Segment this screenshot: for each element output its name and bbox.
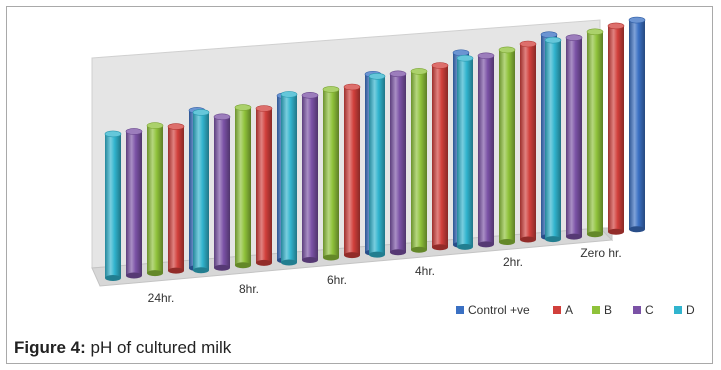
bar-c-2 — [302, 95, 318, 260]
bar-top — [456, 54, 474, 62]
category-label: 24hr. — [148, 291, 175, 305]
bar-base — [457, 243, 473, 250]
bar-top — [431, 62, 449, 69]
caption-label: Figure 4: — [14, 338, 86, 357]
bar-top — [410, 68, 428, 75]
bar-b-1 — [235, 107, 251, 266]
bar-a-2 — [344, 87, 360, 256]
bar-base — [168, 267, 184, 274]
bar-a-3 — [432, 65, 448, 248]
bar-base — [432, 244, 448, 251]
bar-base — [587, 231, 603, 238]
bar-top — [452, 49, 470, 57]
bar-top — [255, 105, 273, 112]
bar-base — [520, 236, 536, 243]
bar-top — [389, 70, 407, 78]
bar-a-4 — [520, 44, 536, 240]
category-label: Zero hr. — [580, 246, 621, 260]
bar-base — [126, 272, 142, 279]
bar-d-0 — [105, 133, 121, 278]
category-label: 4hr. — [415, 264, 435, 278]
bar-base — [369, 251, 385, 258]
bar-base — [411, 246, 427, 253]
legend-label: A — [565, 303, 573, 317]
bar-top — [544, 36, 562, 44]
bar-base — [235, 262, 251, 269]
bar-base — [629, 226, 645, 233]
bar-base — [281, 259, 297, 266]
bar-top — [104, 130, 122, 138]
bar-base — [323, 254, 339, 261]
bar-base — [545, 236, 561, 243]
bar-c-5 — [566, 37, 582, 237]
legend-swatch — [674, 306, 682, 314]
caption-text: pH of cultured milk — [85, 338, 232, 357]
bar-base — [499, 238, 515, 245]
bar-top — [607, 22, 625, 30]
legend-swatch — [633, 306, 641, 314]
legend-swatch — [456, 306, 464, 314]
bar-top — [519, 40, 537, 48]
bar-top — [280, 91, 298, 98]
bar-c-4 — [478, 55, 494, 245]
bar-a-5 — [608, 25, 624, 232]
bar-base — [105, 275, 121, 281]
bar-top — [167, 123, 185, 130]
bar-c-0 — [126, 131, 142, 276]
bar-top — [628, 16, 646, 24]
bar-d-5 — [545, 40, 561, 240]
legend-label: Control +ve — [468, 303, 530, 317]
bar-c-3 — [390, 73, 406, 253]
bar-a-0 — [168, 126, 184, 271]
bar-top — [146, 122, 164, 129]
bar-base — [147, 270, 163, 277]
bar-base — [390, 249, 406, 256]
category-label: 2hr. — [503, 255, 523, 269]
category-label: 6hr. — [327, 273, 347, 287]
bar-base — [302, 256, 318, 263]
bar-base — [344, 252, 360, 259]
bar-b-3 — [411, 71, 427, 250]
legend-swatch — [553, 306, 561, 314]
bar-top — [540, 31, 558, 38]
bar-top — [477, 52, 495, 60]
figure-caption: Figure 4: pH of cultured milk — [14, 338, 231, 358]
bar-b-0 — [147, 125, 163, 274]
bar-top — [234, 104, 252, 111]
bar-a-1 — [256, 108, 272, 263]
bar-top — [498, 46, 516, 54]
bar-top — [565, 34, 583, 42]
bar-b-2 — [323, 89, 339, 258]
bar-top — [192, 109, 210, 116]
bar-base — [214, 264, 230, 271]
bar-top — [368, 73, 386, 80]
bar-base — [193, 267, 209, 274]
bar-base — [256, 259, 272, 266]
bar-base — [608, 228, 624, 235]
legend-label: C — [645, 303, 654, 317]
legend-label: B — [604, 303, 612, 317]
legend-swatch — [592, 306, 600, 314]
bar-d-4 — [457, 58, 473, 247]
bar-top — [322, 86, 340, 93]
bar-b-5 — [587, 31, 603, 235]
bar-d-1 — [193, 112, 209, 271]
bar-d-3 — [369, 76, 385, 255]
bar-base — [478, 241, 494, 248]
bar-top — [125, 128, 143, 135]
category-label: 8hr. — [239, 282, 259, 296]
bar-top — [586, 28, 604, 36]
bar-d-2 — [281, 94, 297, 263]
bar-top — [343, 83, 361, 91]
legend-label: D — [686, 303, 695, 317]
bar-c-1 — [214, 116, 230, 268]
bar-control-ve-5 — [629, 20, 645, 230]
bar-b-4 — [499, 49, 515, 242]
bar-top — [301, 92, 319, 99]
bar-base — [566, 233, 582, 240]
bar-top — [213, 113, 231, 121]
